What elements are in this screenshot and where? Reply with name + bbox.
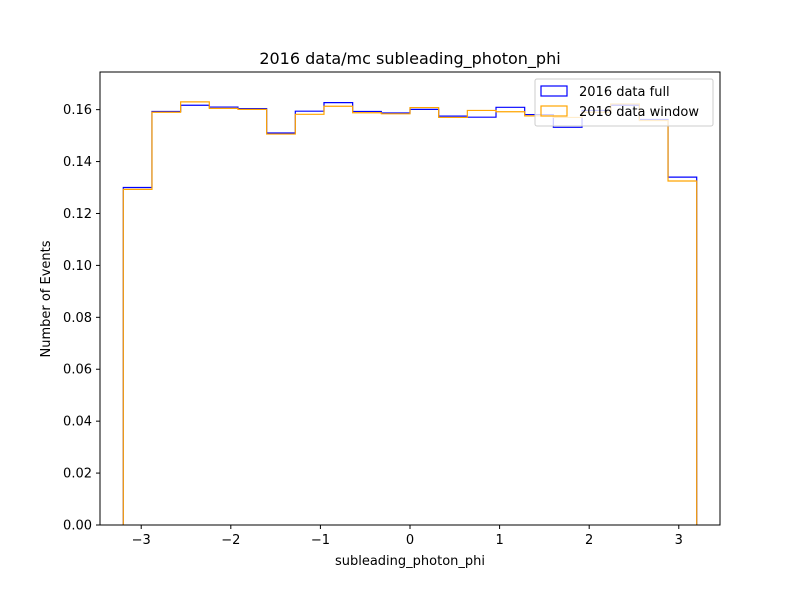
chart-title: 2016 data/mc subleading_photon_phi <box>259 49 560 69</box>
x-tick-label: −1 <box>311 533 330 548</box>
y-tick-label: 0.10 <box>63 259 92 274</box>
x-axis-label: subleading_photon_phi <box>335 554 485 569</box>
y-tick-label: 0.16 <box>63 103 92 118</box>
x-tick-label: 2 <box>585 533 593 548</box>
x-tick-label: 0 <box>406 533 414 548</box>
y-tick-label: 0.04 <box>63 415 92 430</box>
y-tick-label: 0.14 <box>63 155 92 170</box>
y-axis-ticks: 0.00 0.02 0.04 0.06 0.08 0.10 0.12 0.14 0.16 <box>63 103 100 534</box>
y-tick-label: 0.02 <box>63 467 92 482</box>
legend: 2016 data full 2016 data window <box>534 78 714 127</box>
x-tick-label: 1 <box>495 533 503 548</box>
y-tick-label: 0.06 <box>63 363 92 378</box>
x-tick-label: −2 <box>221 533 240 548</box>
y-tick-label: 0.12 <box>63 207 92 222</box>
legend-swatch <box>540 105 568 117</box>
legend-label: 2016 data window <box>579 105 699 120</box>
x-tick-label: 3 <box>675 533 683 548</box>
y-tick-label: 0.08 <box>63 311 92 326</box>
x-tick-label: −3 <box>132 533 151 548</box>
x-axis-ticks: −3 −2 −1 0 1 2 3 <box>132 525 683 548</box>
legend-box <box>534 78 714 127</box>
y-tick-label: 0.00 <box>63 519 92 534</box>
legend-label: 2016 data full <box>579 85 670 100</box>
y-axis-label: Number of Events <box>39 240 54 357</box>
legend-swatch <box>540 85 568 97</box>
